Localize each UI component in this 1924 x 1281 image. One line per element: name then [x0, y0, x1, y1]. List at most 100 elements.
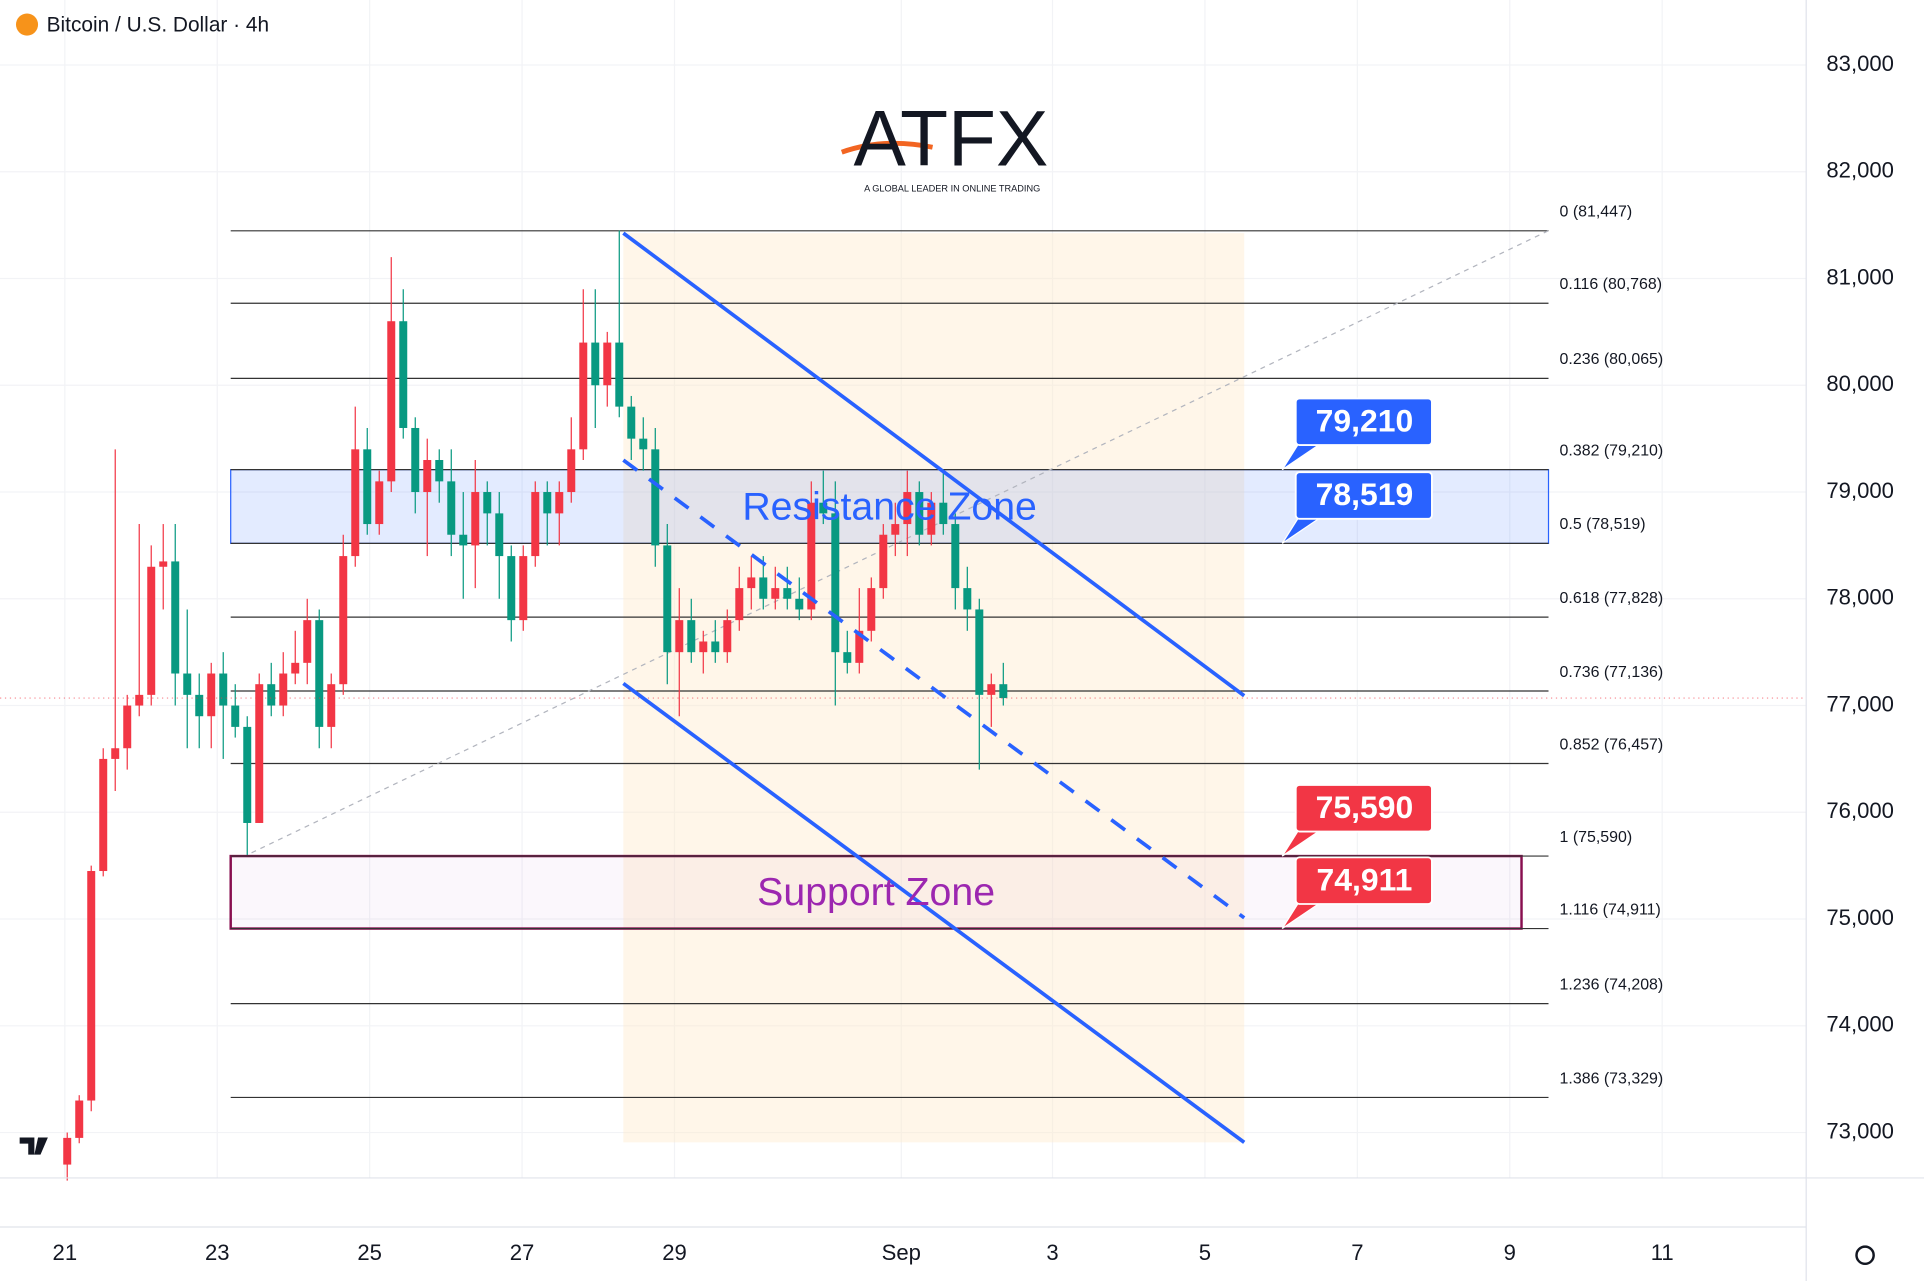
candle-body — [507, 556, 516, 621]
y-tick-label: 75,000 — [1826, 905, 1894, 930]
candle-body — [651, 449, 660, 546]
callout-label: 79,210 — [1316, 402, 1414, 438]
fib-label: 0.236 (80,065) — [1560, 351, 1664, 368]
channel-upper — [622, 231, 1246, 698]
settings-icon[interactable] — [1855, 1245, 1875, 1266]
y-tick-label: 74,000 — [1826, 1012, 1894, 1037]
callout-label: 75,590 — [1316, 789, 1414, 825]
candle-body — [459, 534, 468, 546]
candle-body — [195, 694, 204, 717]
zone-label: Support Zone — [757, 870, 995, 914]
candle-body — [603, 342, 612, 386]
candle-body — [927, 502, 936, 535]
candle-body — [183, 673, 192, 695]
candle-body — [111, 748, 120, 759]
candle-body — [879, 534, 888, 589]
x-tick-label: 3 — [1046, 1240, 1058, 1265]
axes: 73,000 74,000 75,000 76,000 77,000 78,000 79,0… — [53, 51, 1894, 1265]
candle-body — [375, 481, 384, 525]
trend-line — [251, 230, 1549, 854]
candle-body — [591, 342, 600, 386]
candle-body — [687, 620, 696, 653]
candle-body — [255, 684, 264, 823]
fib-label: 0.5 (78,519) — [1560, 516, 1646, 533]
candle-body — [303, 620, 312, 663]
candle-body — [327, 684, 336, 727]
candle-body — [171, 561, 180, 674]
candle-body — [135, 694, 144, 706]
candle-body — [939, 502, 948, 525]
chart-title: Bitcoin / U.S. Dollar · 4h — [47, 13, 269, 36]
candle-body — [843, 652, 852, 663]
channel-mid — [622, 458, 1246, 920]
fib-label: 0.852 (76,457) — [1560, 736, 1664, 753]
candle-body — [279, 673, 288, 706]
candle-body — [615, 342, 624, 407]
x-tick-label: 9 — [1504, 1240, 1516, 1265]
fib-label: 1.116 (74,911) — [1560, 901, 1661, 918]
candle-body — [999, 684, 1008, 699]
candle-body — [219, 673, 228, 706]
candle-body — [735, 588, 744, 621]
y-tick-label: 83,000 — [1826, 51, 1894, 76]
candle-body — [639, 438, 648, 450]
fib-label: 0.382 (79,210) — [1560, 442, 1664, 459]
candle-body — [147, 566, 156, 695]
callout-label: 74,911 — [1317, 861, 1413, 897]
candle-body — [795, 598, 804, 610]
candle-body — [99, 758, 108, 872]
candle-body — [963, 588, 972, 610]
x-tick-label: 27 — [510, 1240, 535, 1265]
x-tick-label: Sep — [882, 1240, 921, 1265]
candle-body — [819, 502, 828, 514]
candle-body — [483, 492, 492, 514]
candle-body — [759, 577, 768, 599]
candle-body — [867, 588, 876, 631]
candle-body — [891, 524, 900, 535]
candle-body — [567, 449, 576, 493]
fib-label: 0.116 (80,768) — [1560, 276, 1663, 293]
candle-body — [387, 321, 396, 482]
candle-body — [471, 492, 480, 546]
candle-body — [123, 705, 132, 749]
candle-body — [339, 556, 348, 685]
candle-body — [975, 609, 984, 695]
x-tick-label: 5 — [1199, 1240, 1211, 1265]
candle-body — [291, 662, 300, 674]
fib-label: 1.386 (73,329) — [1560, 1070, 1664, 1087]
callout-label: 78,519 — [1316, 476, 1414, 512]
y-tick-label: 78,000 — [1826, 585, 1894, 610]
candle-body — [831, 513, 840, 653]
candle-body — [699, 641, 708, 653]
callouts: Resistance Zone Support Zone 79,210 78,519 7… — [742, 397, 1433, 930]
candle-body — [411, 427, 420, 493]
candle-body — [267, 684, 276, 706]
y-tick-label: 77,000 — [1826, 691, 1894, 716]
candle-body — [555, 492, 564, 514]
candle-body — [315, 620, 324, 727]
y-tick-label: 73,000 — [1826, 1118, 1894, 1143]
fib-label: 1.236 (74,208) — [1560, 976, 1664, 993]
candle-body — [771, 588, 780, 599]
candle-body — [711, 641, 720, 653]
candle-body — [747, 577, 756, 589]
y-tick-label: 80,000 — [1826, 371, 1894, 396]
btc-icon — [15, 13, 39, 36]
candle-body — [531, 492, 540, 557]
callout — [1294, 397, 1433, 446]
fib-label: 1 (75,590) — [1560, 829, 1633, 846]
callout — [1294, 856, 1433, 905]
candle-body — [435, 460, 444, 482]
candle-body — [915, 492, 924, 535]
candle-body — [675, 620, 684, 653]
logo-tagline: A GLOBAL LEADER IN ONLINE TRADING — [864, 183, 1040, 193]
fib-levels: 0 (81,447) 0.116 (80,768) 0.236 (80,065) 0.… — [230, 204, 1664, 1099]
fib-label: 0 (81,447) — [1560, 204, 1633, 221]
candle-body — [519, 556, 528, 621]
candle-body — [75, 1100, 84, 1138]
candle-body — [243, 726, 252, 823]
fib-label: 0.736 (77,136) — [1560, 664, 1664, 681]
x-tick-label: 23 — [205, 1240, 230, 1265]
